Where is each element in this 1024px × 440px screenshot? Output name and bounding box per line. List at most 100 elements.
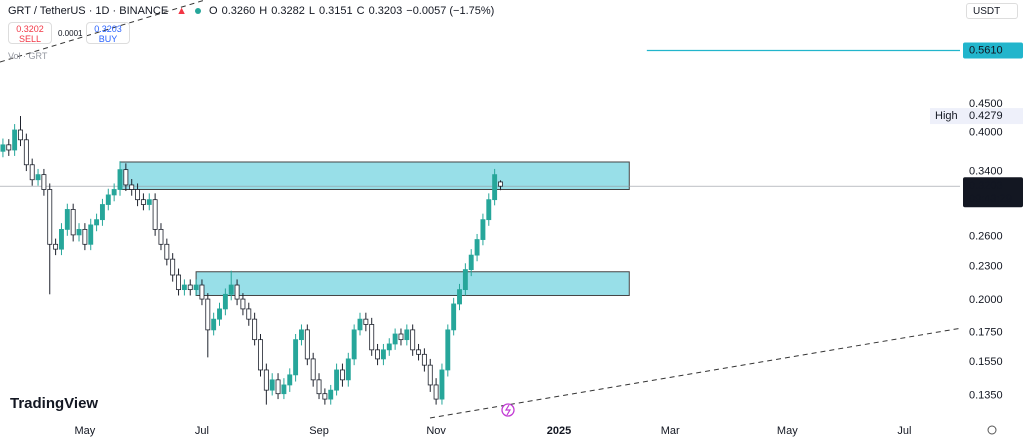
- candle-body: [76, 228, 82, 236]
- settings-icon[interactable]: [987, 425, 997, 435]
- candle-body: [82, 228, 88, 245]
- spread: 0.0001: [58, 29, 83, 38]
- sell-label: SELL: [18, 34, 42, 44]
- last-price-value: 0.3203: [969, 180, 1003, 192]
- buy-price: 0.3203: [94, 24, 122, 34]
- candle-body: [451, 303, 457, 331]
- y-tick-label: 0.2000: [969, 294, 1003, 306]
- candle-body: [486, 199, 492, 221]
- x-tick-label: 2025: [547, 425, 571, 437]
- y-tick-label: 0.1550: [969, 356, 1003, 368]
- candle-body: [275, 379, 281, 395]
- candle-body: [287, 374, 293, 386]
- logo: TradingView: [10, 395, 99, 412]
- candle-body: [357, 318, 363, 331]
- candle-body: [187, 284, 193, 291]
- candle-body: [117, 169, 123, 190]
- candle-body: [211, 318, 217, 331]
- x-tick-label: Jul: [195, 425, 209, 437]
- candle-body: [445, 329, 451, 371]
- candle-body: [427, 364, 433, 386]
- ohlc-value: 0.3151: [319, 5, 353, 17]
- candle-body: [105, 194, 111, 205]
- symbol: GRT / TetherUS · 1D · BINANCE: [8, 5, 169, 17]
- high-tag: [930, 108, 1023, 125]
- candle-body: [293, 339, 299, 376]
- candle-body: [222, 293, 228, 310]
- candle-body: [258, 339, 263, 371]
- candle-body: [263, 369, 269, 391]
- candle-body: [70, 209, 76, 236]
- ohlc-label: H: [259, 5, 268, 17]
- candle-body: [375, 349, 381, 360]
- event-icon-glyph: [504, 404, 512, 416]
- high-tag-name: High: [935, 110, 958, 122]
- candle-body: [64, 209, 70, 230]
- ohlc-label: O: [209, 5, 218, 17]
- candle-body: [164, 243, 170, 260]
- y-tick-label: 0.4000: [969, 126, 1003, 138]
- candle-body: [88, 224, 94, 245]
- y-tick-label: 0.4500: [969, 98, 1003, 110]
- zone: [195, 271, 630, 296]
- x-tick-label: Jul: [897, 425, 911, 437]
- x-tick-label: Mar: [661, 425, 680, 437]
- candle-body: [94, 219, 100, 226]
- candle-body: [498, 181, 503, 187]
- candle-body: [240, 298, 246, 310]
- currency-select[interactable]: USDT: [966, 3, 1018, 19]
- candle-body: [328, 389, 334, 400]
- candle-body: [41, 174, 47, 190]
- candle-body: [217, 308, 222, 320]
- status-dot: [195, 8, 202, 14]
- candle-body: [176, 274, 181, 291]
- candle-body: [410, 329, 416, 351]
- candle-body: [404, 329, 410, 341]
- high-tag-value: 0.4279: [969, 110, 1003, 122]
- candle-body: [299, 329, 304, 341]
- candle-body: [129, 184, 135, 190]
- sell-button[interactable]: 0.3202 SELL: [8, 22, 52, 44]
- candle-body: [480, 219, 486, 240]
- candle-body: [252, 318, 258, 341]
- candle-body: [386, 343, 392, 351]
- x-tick-label: Sep: [309, 425, 329, 437]
- buy-label: BUY: [98, 34, 118, 44]
- volume-label: Vol · GRT: [8, 51, 48, 61]
- candle-body: [363, 318, 369, 325]
- y-tick-label: 0.1350: [969, 389, 1003, 401]
- buy-button[interactable]: 0.3203 BUY: [86, 22, 130, 44]
- last-price-tag: [963, 177, 1023, 208]
- candle-body: [339, 369, 345, 381]
- level-tag-label: 0.5610: [969, 44, 1003, 56]
- zone: [119, 161, 630, 190]
- ohlc-label: L: [308, 5, 315, 17]
- ohlc-value: 0.3282: [271, 5, 305, 17]
- candle-body: [111, 189, 117, 196]
- header: GRT / TetherUS · 1D · BINANCE ▲ O 0.3260 …: [8, 5, 494, 17]
- candle-body: [322, 393, 328, 400]
- candle-body: [181, 284, 187, 291]
- candle-body: [334, 369, 340, 391]
- y-tick-label: 0.3400: [969, 166, 1003, 178]
- candle-body: [380, 349, 386, 360]
- candle-body: [193, 284, 199, 291]
- level-tag: [963, 42, 1023, 59]
- ohlc-value: 0.3260: [221, 5, 256, 17]
- x-tick-label: May: [777, 425, 798, 437]
- change: −0.0057 (−1.75%): [406, 5, 495, 17]
- candle-body: [158, 228, 164, 245]
- candle-body: [421, 353, 427, 366]
- candle-body: [474, 239, 480, 256]
- candle-body: [123, 169, 129, 186]
- candle-body: [281, 384, 287, 395]
- candle-body: [53, 243, 59, 250]
- candle-body: [6, 144, 12, 151]
- candle-body: [269, 379, 275, 391]
- countdown: 09:43:29: [969, 193, 1012, 205]
- candle-body: [140, 199, 146, 205]
- candle-body: [47, 189, 53, 245]
- candle-body: [369, 324, 375, 351]
